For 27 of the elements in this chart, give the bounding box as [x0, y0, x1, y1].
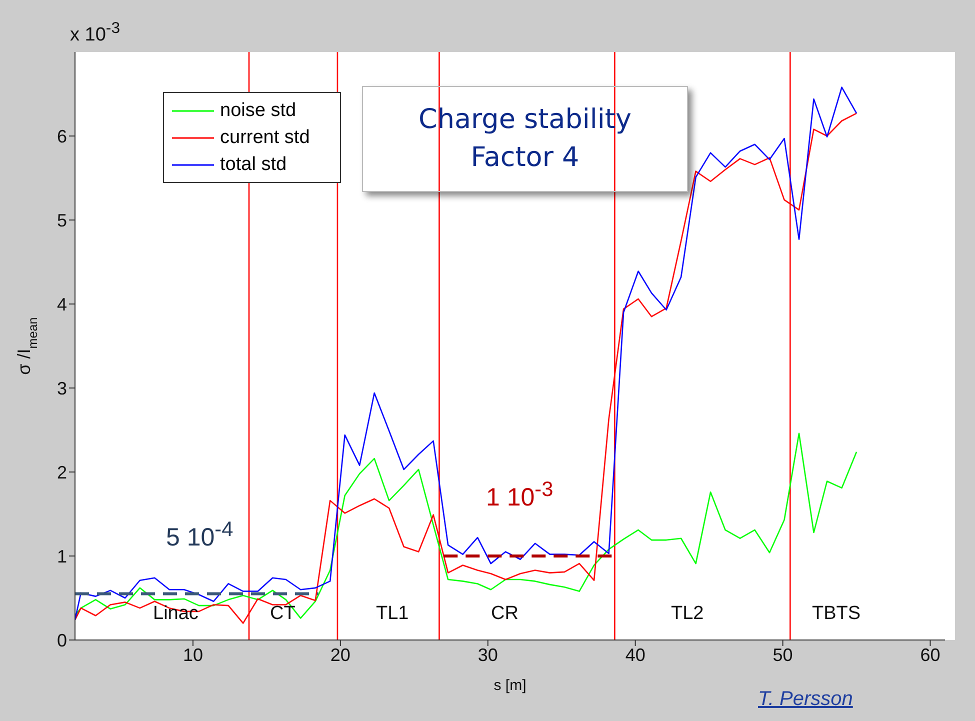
legend-label: total std [220, 154, 287, 176]
x-tick-label: 40 [625, 644, 646, 665]
x-tick-label: 30 [478, 644, 498, 665]
legend-label: current std [220, 126, 310, 148]
annotation: TBTS [812, 603, 861, 625]
x-tick-label: 60 [920, 644, 940, 665]
legend-label: noise std [220, 100, 296, 122]
text: T. Persson [758, 688, 853, 711]
y-tick-label: 6 [56, 126, 67, 146]
annotation: TL2 [671, 603, 704, 625]
x-tick-label: 20 [330, 644, 350, 665]
y-tick-label: 2 [56, 462, 67, 482]
y-tick-label: 5 [56, 210, 67, 230]
annotation: 1 10$^{-3}$ [486, 478, 554, 512]
annotation: 5 10$^{-4}$ [166, 518, 234, 552]
y-tick-label: 3 [56, 378, 67, 398]
y-tick-label: 4 [56, 294, 67, 314]
x-tick-label: 50 [772, 644, 793, 665]
y-tick-label: 0 [56, 630, 67, 650]
x-axis-title: s [m] [494, 677, 526, 694]
annotation: CR [491, 603, 518, 625]
annotation: CT [270, 603, 296, 625]
text: x 10$^{-3}$ [70, 20, 120, 46]
annotation: TL1 [376, 603, 409, 625]
x-tick-label: 10 [182, 644, 203, 665]
annotation: Linac [153, 603, 198, 625]
y-tick-label: 1 [56, 546, 67, 566]
